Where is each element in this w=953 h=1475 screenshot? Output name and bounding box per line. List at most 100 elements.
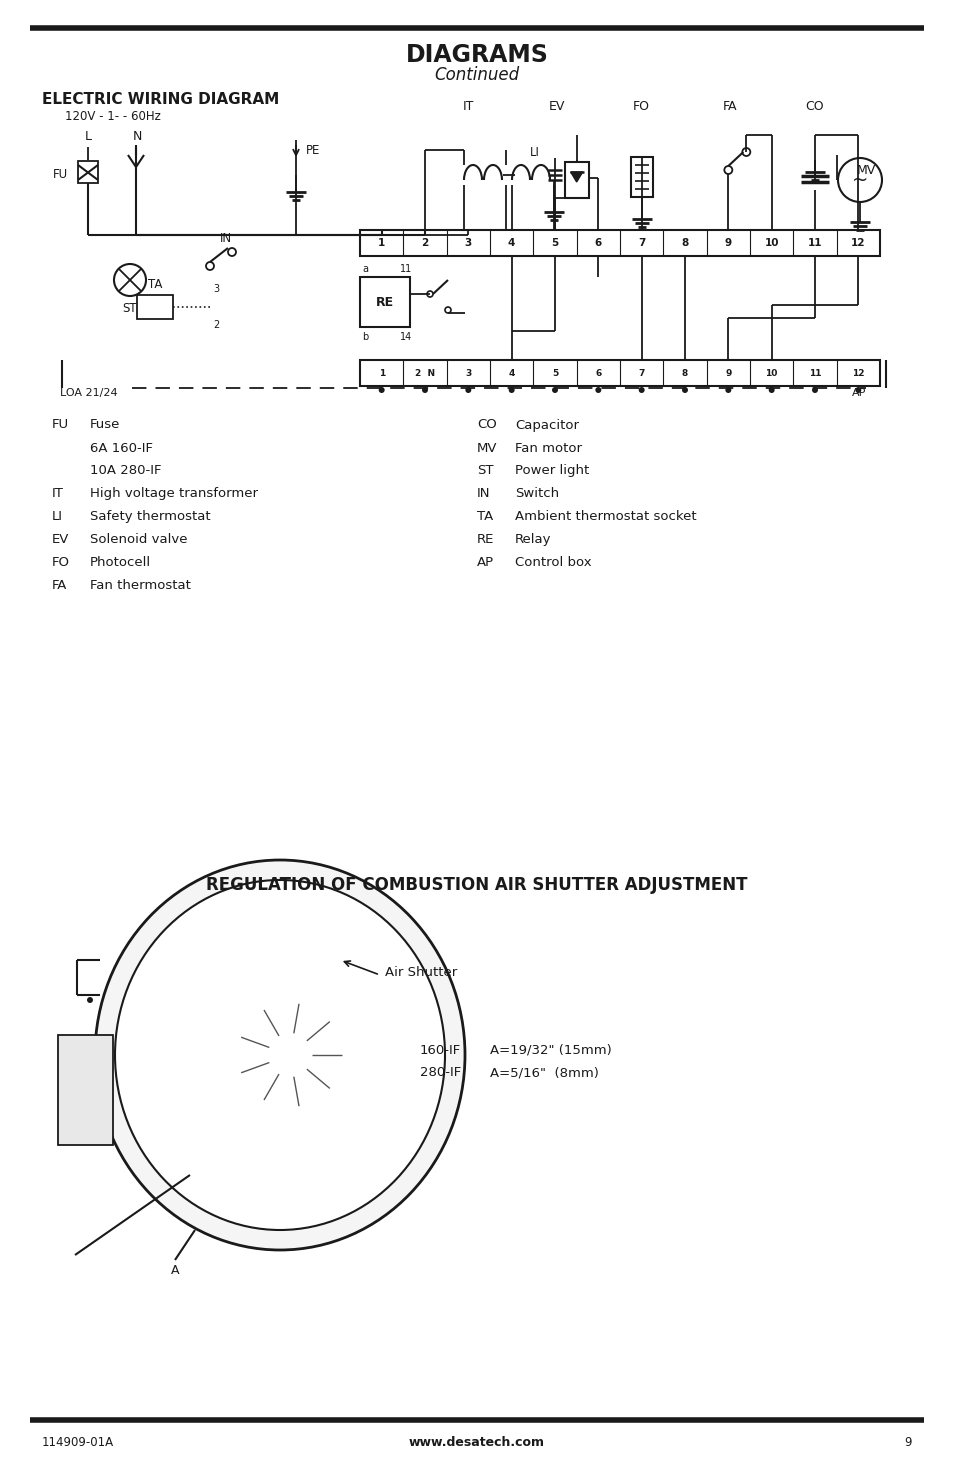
Text: 120V - 1- - 60Hz: 120V - 1- - 60Hz (65, 111, 161, 124)
Text: AP: AP (851, 388, 865, 398)
Text: ~: ~ (851, 171, 867, 189)
Text: PE: PE (306, 143, 320, 156)
Text: FU: FU (52, 419, 69, 432)
Text: A: A (171, 1264, 179, 1276)
Text: LI: LI (52, 510, 63, 524)
Text: IT: IT (462, 100, 474, 114)
Text: FO: FO (52, 556, 70, 569)
Text: RE: RE (375, 295, 394, 308)
Circle shape (234, 1000, 345, 1111)
Text: MV: MV (476, 441, 497, 454)
Text: EV: EV (52, 534, 70, 547)
Text: LI: LI (530, 146, 539, 158)
Circle shape (681, 386, 687, 392)
Circle shape (638, 386, 644, 392)
Bar (58, 1035, 112, 1145)
Text: Safety thermostat: Safety thermostat (90, 510, 211, 524)
Text: High voltage transformer: High voltage transformer (90, 488, 257, 500)
Text: 4: 4 (508, 369, 515, 378)
Text: FO: FO (633, 100, 650, 114)
Circle shape (595, 386, 600, 392)
Bar (359, 230, 879, 257)
Text: CO: CO (476, 419, 497, 432)
Text: 280-IF: 280-IF (419, 1066, 460, 1080)
Text: Switch: Switch (515, 488, 558, 500)
Text: ST: ST (123, 301, 137, 314)
Text: MV: MV (856, 164, 876, 177)
Bar (359, 277, 410, 327)
Text: L: L (85, 130, 91, 143)
Bar (137, 295, 172, 319)
Text: Relay: Relay (515, 534, 551, 547)
Circle shape (254, 1021, 325, 1090)
Bar (630, 156, 652, 198)
Text: 4: 4 (507, 237, 515, 248)
Text: FA: FA (52, 580, 68, 593)
Text: Ambient thermostat socket: Ambient thermostat socket (515, 510, 696, 524)
Ellipse shape (115, 881, 444, 1230)
Circle shape (87, 997, 92, 1003)
Text: REGULATION OF COMBUSTION AIR SHUTTER ADJUSTMENT: REGULATION OF COMBUSTION AIR SHUTTER ADJ… (206, 876, 747, 894)
Bar (379, 1035, 430, 1075)
Text: 11: 11 (399, 264, 412, 274)
Text: 2: 2 (421, 237, 428, 248)
Text: 3: 3 (213, 285, 219, 294)
Text: 12: 12 (851, 369, 863, 378)
Text: 114909-01A: 114909-01A (42, 1435, 114, 1448)
Text: 5: 5 (551, 369, 558, 378)
Text: A=5/16"  (8mm): A=5/16" (8mm) (490, 1066, 598, 1080)
Text: N: N (132, 130, 142, 143)
Text: Power light: Power light (515, 465, 589, 478)
Text: Fan motor: Fan motor (515, 441, 581, 454)
Text: AP: AP (476, 556, 494, 569)
Circle shape (282, 1047, 297, 1063)
Text: 7: 7 (638, 237, 644, 248)
Text: TA: TA (476, 510, 493, 524)
Circle shape (508, 386, 514, 392)
Text: 8: 8 (681, 369, 687, 378)
Text: ELECTRIC WIRING DIAGRAM: ELECTRIC WIRING DIAGRAM (42, 93, 279, 108)
Circle shape (205, 971, 375, 1140)
Text: 11: 11 (808, 369, 821, 378)
Text: 11: 11 (807, 237, 821, 248)
Text: 10A 280-IF: 10A 280-IF (90, 465, 161, 478)
Ellipse shape (95, 860, 464, 1249)
Text: IT: IT (52, 488, 64, 500)
Polygon shape (570, 173, 582, 181)
Text: Control box: Control box (515, 556, 591, 569)
Text: 10: 10 (763, 237, 778, 248)
Circle shape (855, 386, 861, 392)
Text: IN: IN (220, 232, 232, 245)
Bar (359, 360, 879, 386)
Circle shape (768, 386, 774, 392)
Text: 2: 2 (213, 320, 219, 330)
Text: CO: CO (805, 100, 823, 114)
Bar (390, 1043, 419, 1066)
Text: 6A 160-IF: 6A 160-IF (90, 441, 152, 454)
Text: RE: RE (476, 534, 494, 547)
Text: Air Shutter: Air Shutter (385, 966, 456, 978)
Circle shape (724, 386, 731, 392)
Text: 7: 7 (638, 369, 644, 378)
Text: 3: 3 (464, 237, 472, 248)
Text: 10: 10 (764, 369, 777, 378)
Text: 14: 14 (399, 332, 412, 342)
Text: a: a (361, 264, 368, 274)
Circle shape (552, 386, 558, 392)
Text: Continued: Continued (434, 66, 519, 84)
Bar (78, 161, 98, 183)
Text: EV: EV (548, 100, 564, 114)
Circle shape (421, 386, 428, 392)
Text: 5: 5 (551, 237, 558, 248)
Text: b: b (361, 332, 368, 342)
Text: Fuse: Fuse (90, 419, 120, 432)
Text: 2  N: 2 N (415, 369, 435, 378)
Text: 1: 1 (378, 369, 384, 378)
Text: DIAGRAMS: DIAGRAMS (405, 43, 548, 66)
Text: Solenoid valve: Solenoid valve (90, 534, 188, 547)
Text: 9: 9 (903, 1435, 911, 1448)
Circle shape (180, 945, 399, 1165)
Text: ST: ST (476, 465, 493, 478)
Text: Capacitor: Capacitor (515, 419, 578, 432)
Text: Photocell: Photocell (90, 556, 151, 569)
